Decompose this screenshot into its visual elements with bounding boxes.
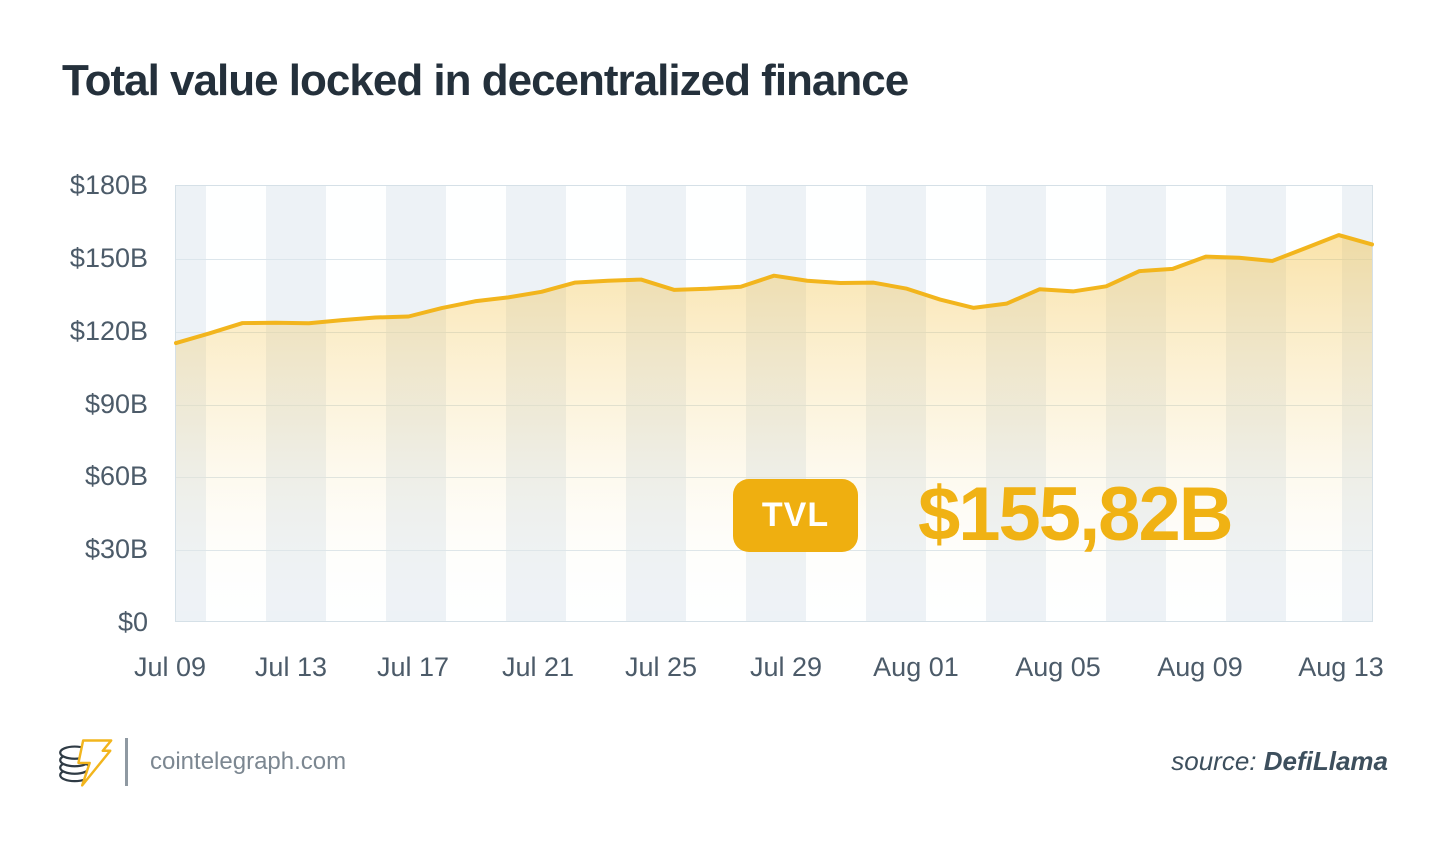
y-tick-label: $0 [117,607,148,637]
x-tick-label: Aug 05 [1015,652,1101,682]
x-tick-label: Aug 09 [1157,652,1243,682]
source-name: DefiLlama [1263,746,1388,776]
x-tick-label: Jul 09 [133,652,206,682]
gridline [176,258,1372,260]
brand-text: cointelegraph.com [150,748,347,775]
tvl-badge-label: TVL [761,496,830,534]
tvl-area-chart [174,233,1374,621]
tvl-badge: TVL [733,479,858,552]
x-axis: Jul 09 Jul 13 Jul 17 Jul 21 Jul 25 Jul 29 Aug … [134,652,1384,692]
x-tick-label: Jul 13 [254,652,327,682]
x-tick-label: Jul 21 [501,652,575,682]
x-tick-label: Aug 01 [873,652,959,682]
chart-title: Total value locked in decentralized fina… [62,56,909,105]
x-tick-label: Jul 17 [377,652,450,682]
x-tick-label: Jul 29 [749,652,822,682]
lightning-bolt-icon [77,739,113,787]
tvl-current-value: $155,82B [918,472,1234,557]
source-text: source: DefiLlama [1171,746,1388,777]
y-tick-label: $90B [84,388,148,419]
footer-divider [125,738,128,786]
y-tick-label: $150B [69,242,148,273]
y-axis: $180B $150B $120B $90B $60B $30B $0 [0,170,148,637]
y-tick-label: $60B [84,461,148,492]
cointelegraph-logo-icon [59,739,113,787]
footer: cointelegraph.com source: DefiLlama [0,724,1450,814]
y-tick-label: $120B [69,315,148,346]
x-tick-label: Jul 25 [624,652,698,682]
y-tick-label: $180B [69,170,148,200]
tvl-line [174,233,1374,346]
chart-plot-area: TVL $155,82B [174,185,1374,622]
source-prefix: source: [1171,746,1264,776]
y-tick-label: $30B [84,534,148,565]
x-tick-label: Aug 13 [1298,652,1384,682]
tvl-area-fill [176,235,1372,621]
